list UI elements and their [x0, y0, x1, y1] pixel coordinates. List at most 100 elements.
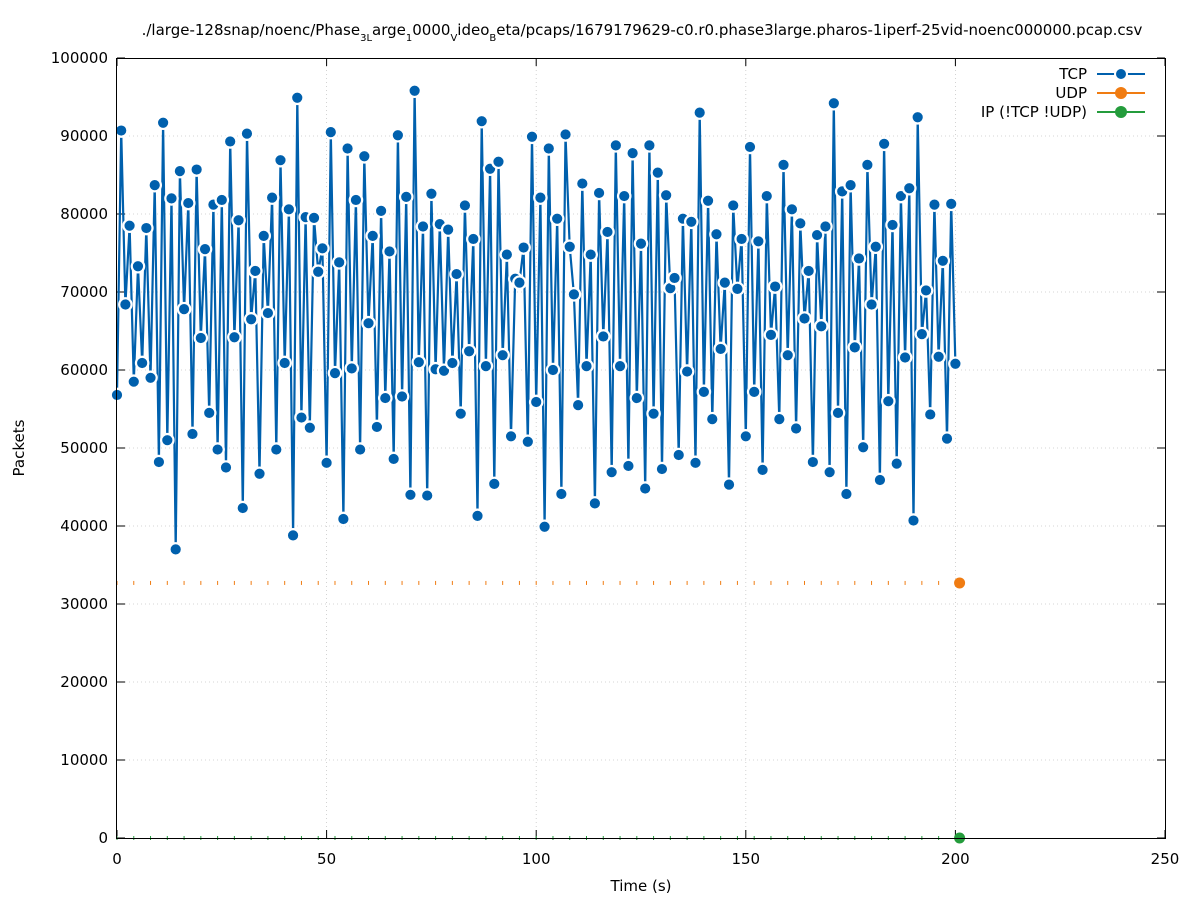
data-point	[566, 287, 582, 302]
data-point	[193, 330, 209, 346]
axis-tick-labels: 0 10000 20000 30000 40000 50000 60000 70000 8000…	[51, 49, 1180, 868]
data-point	[394, 389, 410, 404]
data-point	[730, 281, 745, 297]
data-point	[474, 113, 490, 129]
data-point	[885, 217, 900, 233]
data-point	[264, 190, 280, 205]
data-point	[235, 500, 251, 516]
data-point	[742, 139, 758, 155]
data-point	[826, 95, 842, 111]
data-point	[755, 462, 770, 478]
title-segment: eta/pcaps/1679179629-c0.r0.phase3large.p…	[496, 21, 1142, 39]
x-tick-label: 0	[112, 850, 122, 868]
data-point	[533, 190, 548, 205]
data-point	[843, 177, 858, 193]
data-point	[449, 266, 464, 282]
y-tick-label: 0	[98, 829, 108, 847]
data-point	[881, 393, 896, 409]
data-point	[692, 105, 707, 120]
y-tick-label: 80000	[60, 205, 108, 223]
data-point	[709, 226, 724, 242]
data-point	[180, 195, 196, 211]
data-point	[231, 212, 246, 228]
y-tick-label: 10000	[60, 751, 108, 769]
title-segment: 0000	[412, 21, 450, 39]
data-point	[901, 180, 917, 196]
legend-marker	[1115, 87, 1127, 99]
chart-title: ./large-128snap/noenc/Phase3Large10000Vi…	[142, 21, 1143, 44]
data-point	[633, 236, 649, 251]
data-point	[168, 542, 183, 557]
data-point	[772, 411, 787, 427]
data-point	[310, 264, 326, 280]
data-point	[604, 464, 619, 480]
legend-label: IP (!TCP !UDP)	[981, 103, 1087, 121]
legend-marker	[1115, 106, 1127, 118]
data-point	[524, 129, 540, 145]
data-point	[646, 406, 661, 421]
data-point	[289, 90, 305, 106]
data-point	[227, 329, 242, 345]
data-point	[910, 109, 925, 125]
data-point	[860, 157, 875, 173]
data-point	[554, 486, 569, 502]
legend-label: TCP	[1058, 65, 1087, 83]
data-point	[570, 397, 586, 413]
data-point	[252, 466, 267, 482]
data-point	[922, 407, 938, 422]
data-point	[470, 508, 485, 524]
data-point	[889, 456, 905, 471]
x-tick-label: 100	[522, 850, 551, 868]
data-point	[851, 251, 867, 266]
data-point	[818, 219, 833, 234]
data-point	[453, 406, 469, 421]
data-point	[122, 218, 137, 233]
data-point	[315, 241, 330, 256]
y-tick-label: 40000	[60, 517, 108, 535]
series-udp	[116, 577, 966, 589]
data-point	[248, 263, 263, 279]
data-point	[876, 136, 892, 152]
data-point	[390, 127, 406, 143]
data-point	[776, 157, 791, 173]
data-point	[616, 188, 632, 204]
data-point	[214, 192, 230, 208]
data-point	[943, 196, 959, 212]
data-point	[189, 162, 204, 177]
data-point	[650, 165, 666, 180]
y-tick-label: 30000	[60, 595, 108, 613]
data-point	[478, 358, 494, 374]
plot-border	[116, 58, 1166, 839]
data-point	[281, 202, 297, 217]
data-point	[658, 187, 674, 203]
data-point	[143, 370, 158, 386]
data-point	[369, 419, 385, 435]
data-point	[751, 234, 766, 249]
data-point	[160, 432, 175, 448]
data-point	[545, 362, 561, 378]
data-point	[176, 301, 192, 317]
data-point	[579, 358, 594, 374]
data-point	[562, 239, 578, 255]
y-tick-label: 60000	[60, 361, 108, 379]
data-point	[222, 134, 238, 149]
data-point	[268, 442, 284, 457]
data-point	[210, 442, 225, 457]
data-point	[285, 528, 301, 543]
data-point	[164, 191, 179, 206]
data-point	[537, 519, 552, 535]
x-axis-label: Time (s)	[610, 877, 672, 895]
data-point	[805, 454, 821, 470]
data-point	[344, 361, 360, 376]
data-point	[704, 411, 720, 427]
series-line	[115, 89, 957, 551]
data-point	[499, 247, 515, 262]
data-point	[218, 460, 234, 475]
title-subscript: 1	[406, 33, 412, 44]
data-point	[700, 193, 716, 209]
data-point	[595, 329, 611, 344]
data-point	[486, 476, 502, 492]
data-point	[541, 141, 557, 156]
data-point	[696, 384, 712, 400]
